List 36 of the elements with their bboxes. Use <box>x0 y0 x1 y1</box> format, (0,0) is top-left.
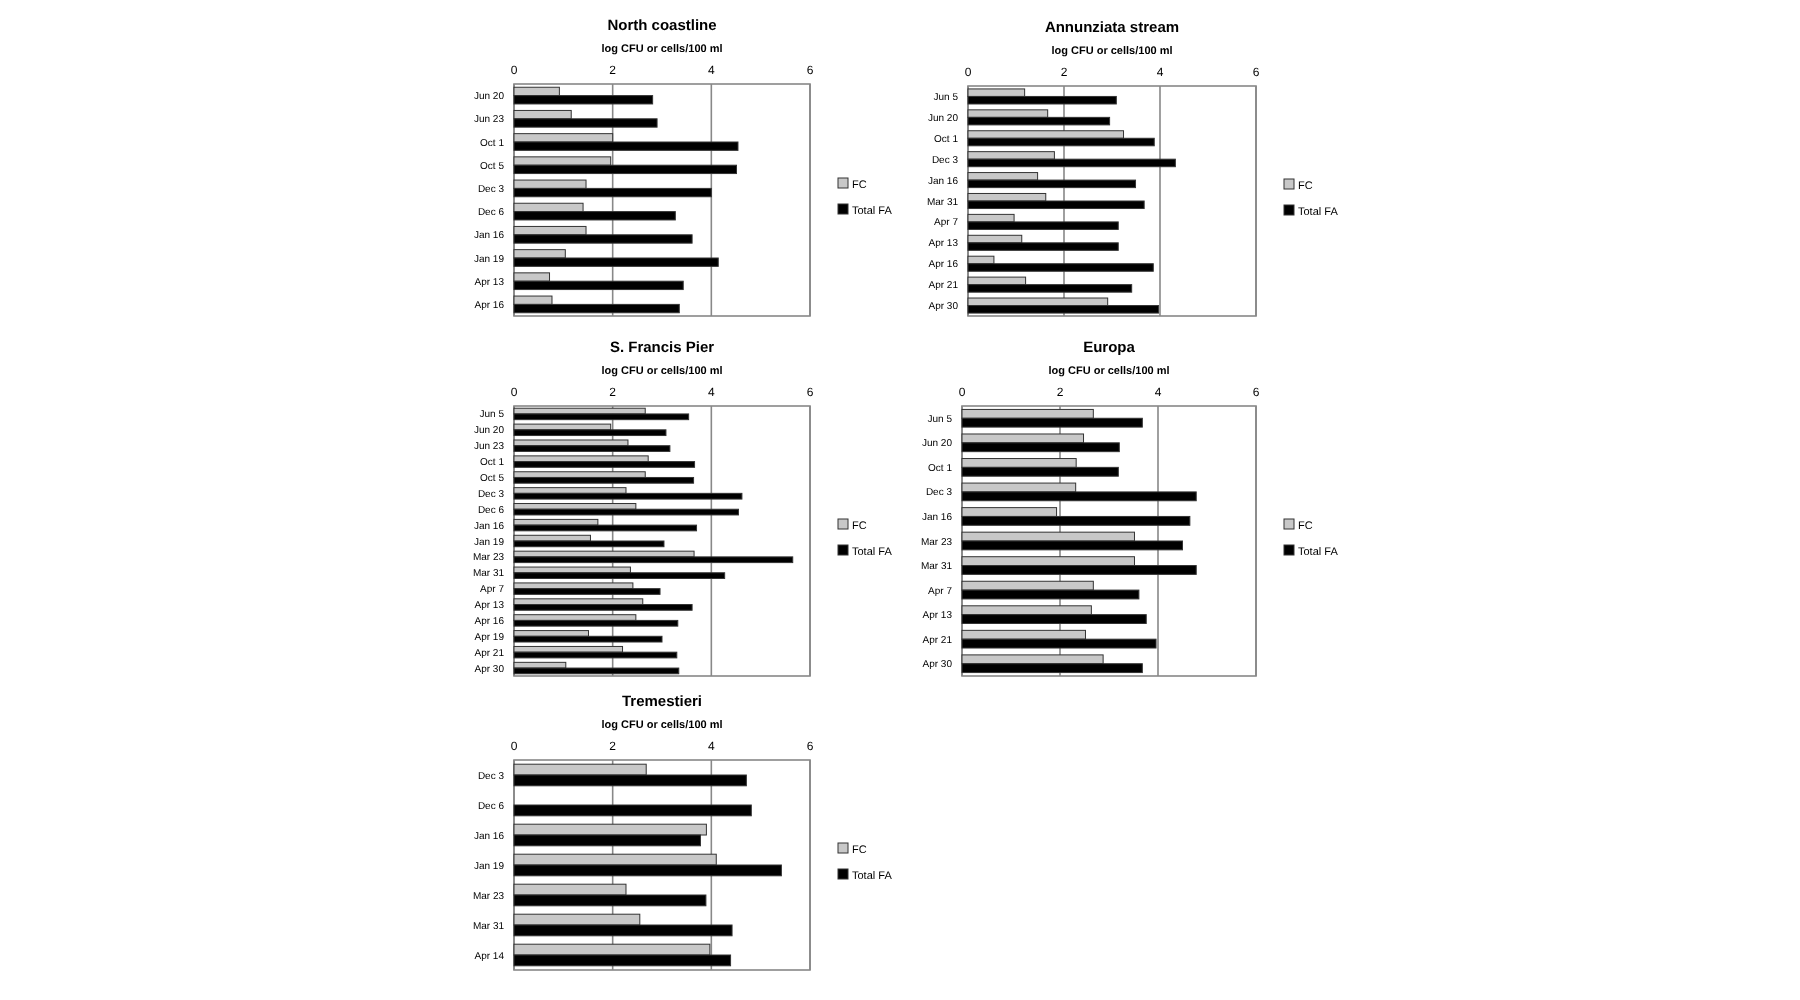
bar <box>513 508 739 516</box>
bar <box>513 280 684 291</box>
bar <box>513 211 676 221</box>
bar <box>961 417 1143 428</box>
bar <box>513 556 794 564</box>
bar <box>513 540 665 548</box>
bar <box>967 242 1119 251</box>
bar <box>961 466 1119 477</box>
bar <box>967 179 1137 189</box>
bar <box>967 305 1160 314</box>
bar <box>961 540 1183 551</box>
bar <box>513 667 680 675</box>
bar <box>967 200 1145 210</box>
bar <box>513 164 737 175</box>
bar <box>967 116 1111 126</box>
bar <box>967 95 1117 105</box>
bar <box>513 257 719 267</box>
bar <box>513 651 678 659</box>
bar <box>961 638 1157 649</box>
bar <box>513 141 739 151</box>
bar <box>513 95 654 105</box>
bar <box>513 804 752 817</box>
bar <box>513 234 693 244</box>
bar <box>513 524 698 532</box>
bar <box>513 429 667 437</box>
bar <box>967 158 1176 168</box>
bar <box>961 589 1140 600</box>
bar <box>513 303 680 314</box>
bar <box>513 118 658 128</box>
bar <box>967 221 1119 230</box>
bar <box>513 413 690 421</box>
bar <box>967 137 1155 147</box>
bar <box>961 515 1191 526</box>
bar <box>967 284 1133 293</box>
bar <box>513 187 712 198</box>
bar <box>967 263 1154 272</box>
